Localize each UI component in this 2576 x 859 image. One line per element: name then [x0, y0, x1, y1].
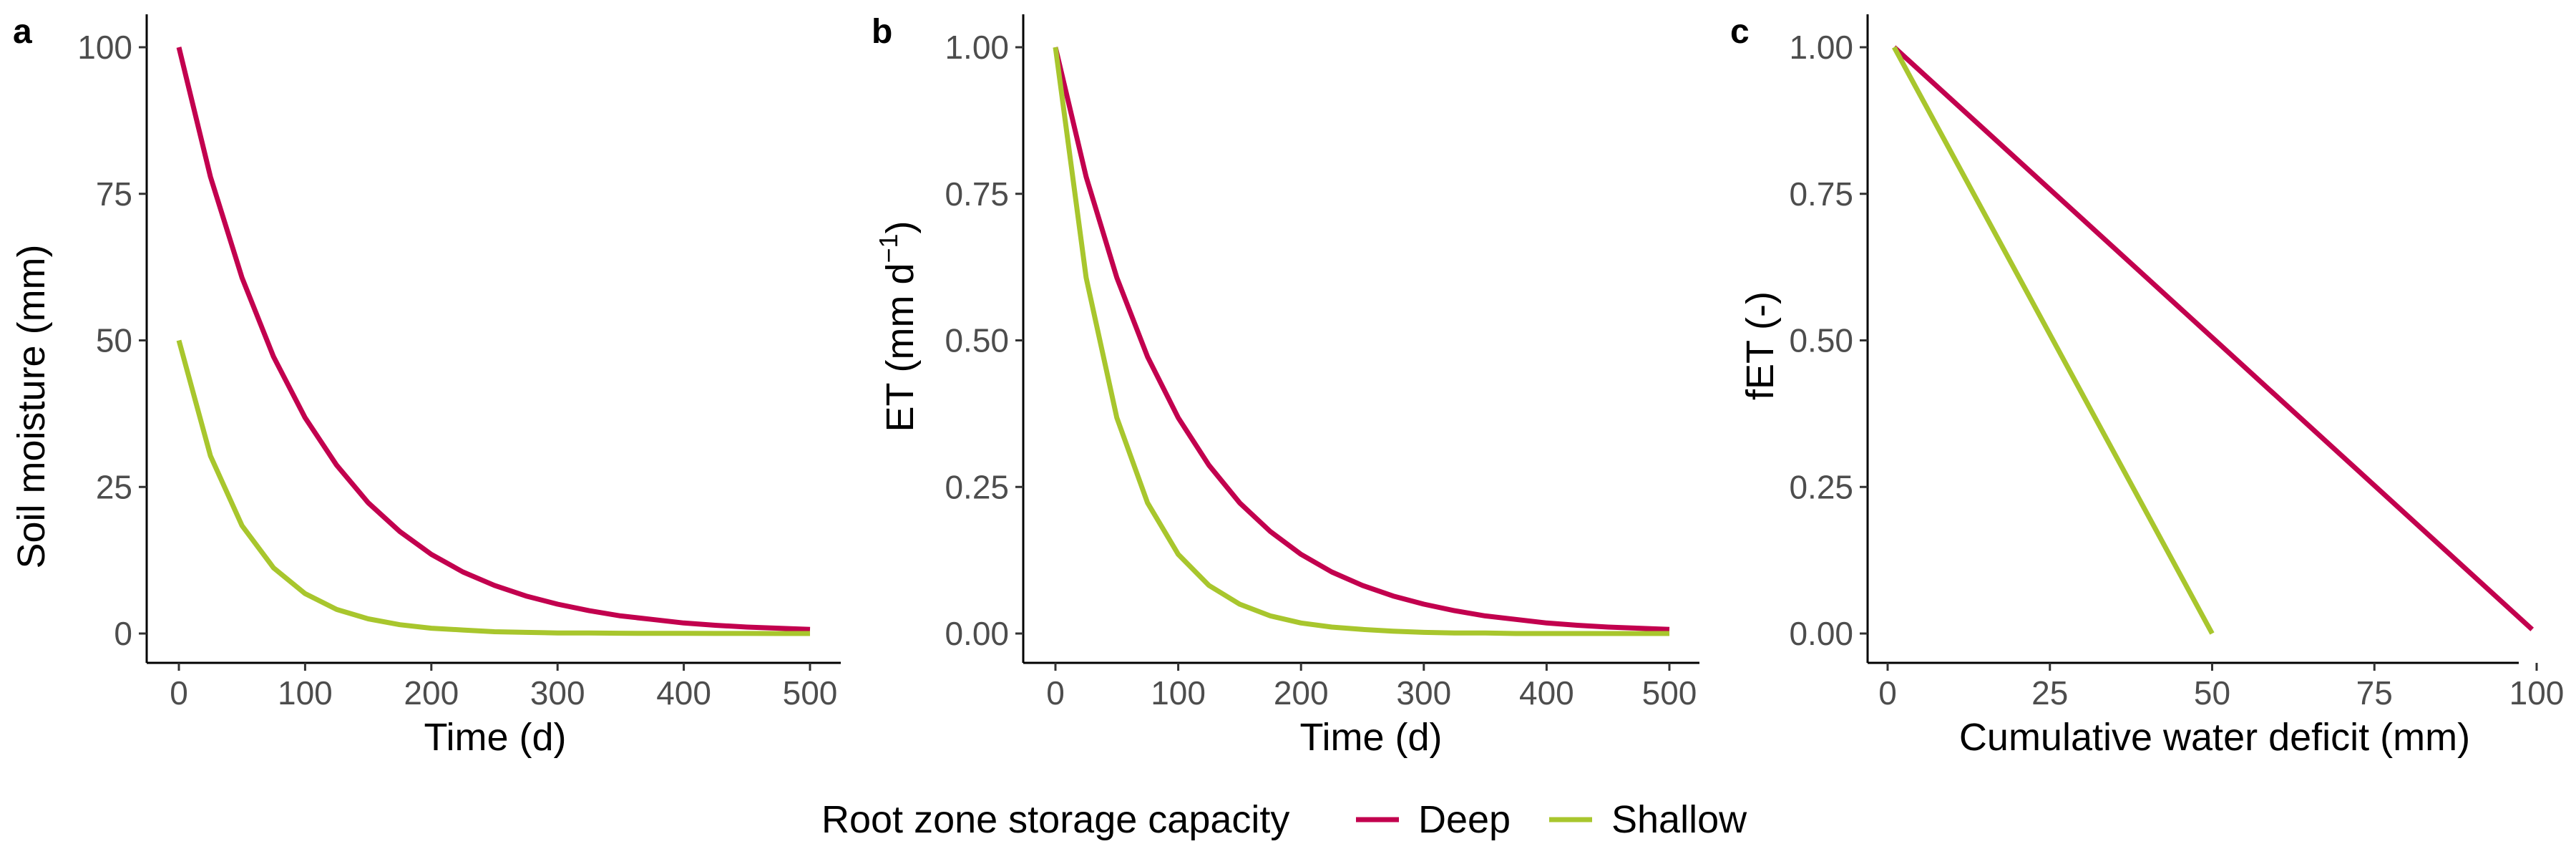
y-tick-label: 50: [96, 322, 132, 359]
x-tick-label: 25: [2031, 674, 2068, 712]
x-tick-label: 0: [1046, 674, 1065, 712]
y-tick-label: 0.25: [945, 468, 1009, 505]
x-tick-label: 300: [530, 674, 585, 712]
legend-label-shallow: Shallow: [1611, 798, 1747, 841]
x-tick-label: 100: [278, 674, 333, 712]
y-tick-label: 0.50: [1789, 322, 1853, 359]
panel-b: b ET (mm d−1) Time (d) 0.00 0.25 0.50 0.75 1…: [872, 13, 1699, 759]
x-tick-label: 200: [1274, 674, 1329, 712]
y-axis-title-c: fET (-): [1739, 291, 1782, 400]
y-tick-label: 0: [114, 615, 132, 652]
series-line-deep: [176, 47, 811, 632]
x-tick-label: 75: [2356, 674, 2393, 712]
x-tick-label: 500: [783, 674, 838, 712]
x-axis-title-c: Cumulative water deficit (mm): [1959, 716, 2470, 759]
y-axis-title-b-main: ET (mm d: [879, 263, 922, 432]
legend: Root zone storage capacity Deep Shallow: [821, 798, 1747, 841]
panel-letter-a: a: [13, 13, 32, 51]
y-tick-label: 25: [96, 468, 132, 505]
series-line-shallow: [1053, 47, 1669, 636]
y-tick-label: 0.75: [1789, 175, 1853, 213]
panel-letter-b: b: [872, 13, 892, 51]
panel-c: c fET (-) Cumulative water deficit (mm) …: [1730, 13, 2564, 759]
x-axis-title-b: Time (d): [1300, 716, 1443, 759]
y-tick-label: 0.25: [1789, 468, 1853, 505]
series-line-deep: [1053, 47, 1670, 632]
y-tick-label: 75: [96, 175, 132, 213]
panel-letter-c: c: [1730, 13, 1750, 51]
x-tick-label: 100: [1151, 674, 1206, 712]
x-tick-label: 400: [656, 674, 711, 712]
x-tick-label: 200: [404, 674, 459, 712]
y-tick-label: 0.50: [945, 322, 1009, 359]
series-line-shallow: [176, 339, 810, 636]
x-tick-label: 0: [170, 674, 188, 712]
series-line-shallow: [1892, 46, 2215, 635]
x-axis-title-a: Time (d): [424, 716, 567, 759]
x-tick-label: 500: [1642, 674, 1697, 712]
x-tick-label: 0: [1878, 674, 1897, 712]
panel-a: a Soil moisture (mm) Time (d) 0 25 50 75 100…: [10, 13, 841, 759]
y-tick-label: 0.00: [1789, 615, 1853, 652]
x-tick-label: 400: [1519, 674, 1574, 712]
y-axis-title-a: Soil moisture (mm): [10, 244, 53, 568]
y-tick-label: 1.00: [945, 29, 1009, 66]
y-tick-label: 1.00: [1789, 29, 1853, 66]
y-tick-label: 0.00: [945, 615, 1009, 652]
x-tick-label: 100: [2509, 674, 2565, 712]
y-tick-label: 0.75: [945, 175, 1009, 213]
series-line-deep: [1892, 45, 2534, 631]
y-axis-title-b: ET (mm d−1): [874, 220, 922, 432]
x-tick-label: 50: [2194, 674, 2230, 712]
y-axis-title-b-sup: −1: [874, 233, 903, 263]
y-axis-title-b-close: ): [879, 220, 922, 233]
legend-title: Root zone storage capacity: [821, 798, 1289, 841]
legend-label-deep: Deep: [1418, 798, 1511, 841]
y-tick-label: 100: [77, 29, 132, 66]
x-tick-label: 300: [1396, 674, 1451, 712]
